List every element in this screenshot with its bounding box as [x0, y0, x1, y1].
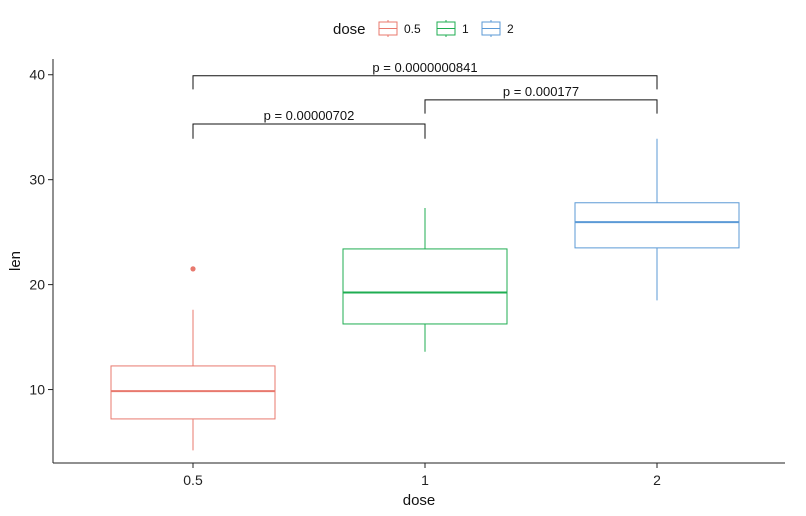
x-tick-label: 0.5 — [183, 472, 203, 488]
p-value-label: p = 0.000177 — [503, 84, 579, 99]
legend-item-0.5: 0.5 — [378, 20, 421, 37]
comparison-0.5-1: p = 0.00000702 — [192, 108, 426, 139]
legend-item-2: 2 — [481, 20, 514, 37]
y-tick-label: 10 — [29, 382, 45, 398]
comparison-bracket — [192, 75, 658, 90]
box-2 — [574, 138, 740, 301]
plot-area — [110, 138, 740, 451]
legend-item-1: 1 — [436, 20, 469, 37]
outlier-point — [190, 266, 196, 272]
x-axis-title: dose — [403, 492, 436, 509]
axes: 10 20 30 40 0.5 1 2 dose len — [7, 59, 785, 509]
y-tick-label: 30 — [29, 172, 45, 188]
x-tick-label: 2 — [653, 472, 661, 488]
y-axis-title: len — [7, 251, 24, 271]
box-0.5 — [110, 266, 276, 451]
box-body — [342, 248, 508, 325]
legend: dose 0.5 1 2 — [333, 20, 514, 38]
y-tick-label: 20 — [29, 277, 45, 293]
comparison-bracket — [192, 123, 426, 139]
box-1 — [342, 208, 508, 352]
x-tick-label: 1 — [421, 472, 429, 488]
p-value-label: p = 0.0000000841 — [372, 60, 477, 75]
legend-label: 0.5 — [404, 22, 421, 36]
y-tick-label: 40 — [29, 67, 45, 83]
comparison-brackets: p = 0.00000702 p = 0.000177 p = 0.00000008… — [192, 60, 658, 139]
comparison-bracket — [424, 99, 658, 114]
p-value-label: p = 0.00000702 — [264, 108, 355, 123]
box-body — [110, 365, 276, 420]
legend-label: 2 — [507, 22, 514, 36]
legend-label: 1 — [462, 22, 469, 36]
comparison-0.5-2: p = 0.0000000841 — [192, 60, 658, 90]
box-body — [574, 202, 740, 249]
comparison-1-2: p = 0.000177 — [424, 84, 658, 114]
legend-title: dose — [333, 21, 366, 38]
